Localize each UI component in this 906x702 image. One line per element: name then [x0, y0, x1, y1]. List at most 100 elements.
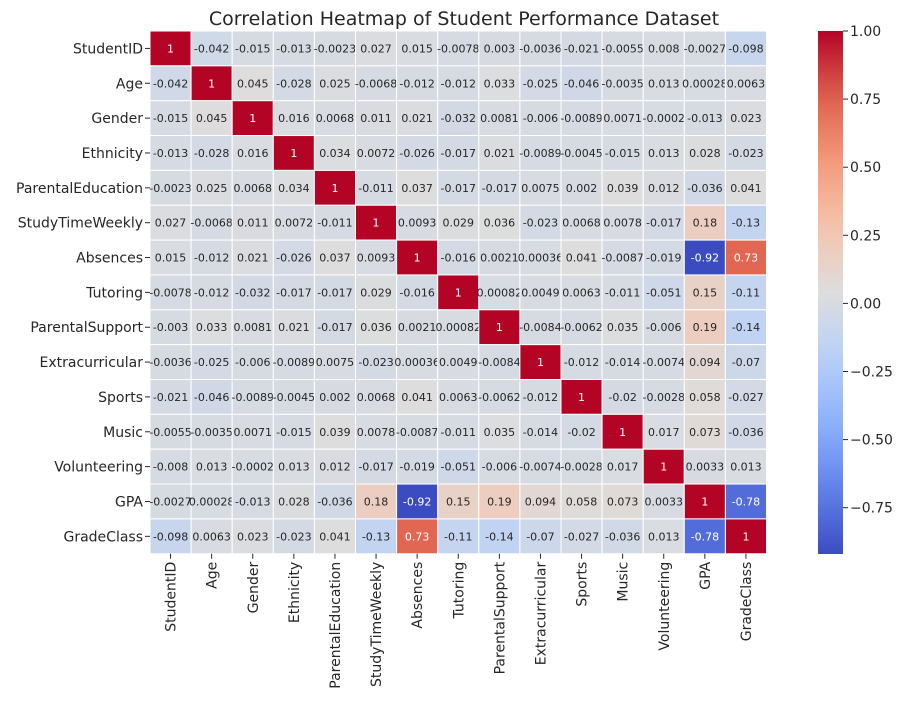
heatmap-cell: [437, 239, 480, 276]
heatmap-cell: [396, 483, 439, 520]
cell-value-label: 0.0068: [234, 182, 273, 195]
heatmap-cell: [313, 65, 356, 102]
heatmap-cell: [190, 135, 233, 171]
cell-value-label: 0.73: [734, 252, 759, 265]
heatmap-cell: [683, 448, 726, 485]
cell-value-label: 0.021: [278, 321, 310, 334]
cell-value-label: 0.045: [237, 77, 269, 90]
cell-value-label: 0.0021: [398, 321, 437, 334]
cell-value-label: -0.023: [523, 217, 558, 230]
heatmap-cell: [683, 135, 726, 171]
cell-value-label: -0.042: [194, 42, 229, 55]
cell-value-label: 0.037: [319, 252, 351, 265]
column-label: Ethnicity: [287, 562, 303, 623]
cell-value-label: -0.008: [153, 461, 188, 474]
heatmap-cell: [724, 100, 768, 137]
heatmap-cell: [272, 169, 315, 206]
cell-value-label: 0.0049: [439, 356, 478, 369]
cell-value-label: -0.0078: [437, 42, 479, 55]
heatmap-cell: [396, 518, 439, 555]
heatmap-cell: [601, 169, 644, 206]
cell-value-label: 1: [414, 252, 421, 265]
cell-value-label: -0.027: [564, 530, 599, 543]
cell-value-label: -0.021: [564, 42, 599, 55]
cell-value-label: -0.012: [399, 77, 434, 90]
cell-value-label: 0.039: [607, 182, 639, 195]
heatmap-cell: [601, 65, 644, 102]
row-label: Music: [103, 425, 143, 441]
column-label: Extracurricular: [533, 562, 549, 666]
cell-value-label: 0.021: [484, 147, 516, 160]
cell-value-label: 0.19: [487, 495, 512, 508]
cell-value-label: -0.013: [687, 112, 722, 125]
cell-value-label: 1: [660, 461, 667, 474]
cell-value-label: -0.0089: [232, 391, 274, 404]
cell-value-label: 0.028: [689, 147, 721, 160]
cell-value-label: 1: [742, 530, 749, 543]
heatmap-cell: [231, 204, 274, 241]
heatmap-cell: [355, 169, 398, 206]
row-label: Volunteering: [54, 460, 143, 476]
heatmap-cell: [396, 309, 439, 346]
column-label: StudentID: [164, 562, 180, 632]
heatmap-cell: [437, 413, 480, 450]
heatmap-cell: [437, 518, 480, 555]
cell-value-label: -0.0074: [519, 461, 561, 474]
cell-value-label: 0.0049: [521, 286, 560, 299]
column-label: Sports: [575, 562, 591, 607]
cell-value-label: -0.0002: [232, 461, 274, 474]
heatmap-cell: [437, 344, 480, 380]
heatmap-cell: [355, 309, 398, 346]
cell-value-label: 0.021: [237, 252, 269, 265]
heatmap-cell: [355, 135, 398, 171]
cell-value-label: -0.017: [482, 182, 517, 195]
heatmap-cell: [519, 30, 562, 67]
heatmap-cell: [683, 239, 726, 276]
cell-value-label: -0.78: [732, 495, 760, 508]
heatmap-cell: [190, 518, 233, 555]
heatmap-cell: [272, 65, 315, 102]
cell-value-label: 0.029: [360, 286, 392, 299]
row-label: GPA: [115, 494, 143, 510]
heatmap-cell: [642, 239, 685, 276]
cell-value-label: 0.013: [278, 461, 310, 474]
cell-value-label: 0.036: [484, 217, 516, 230]
cell-value-label: -0.0028: [560, 461, 602, 474]
cell-value-label: 1: [167, 42, 174, 55]
heatmap-cell: [272, 135, 315, 171]
heatmap-cell: [190, 448, 233, 485]
heatmap-cell: [724, 239, 768, 276]
heatmap-cell: [683, 344, 726, 380]
heatmap-cell: [724, 413, 768, 450]
cell-value-label: -0.016: [399, 286, 434, 299]
cell-value-label: -0.017: [441, 182, 476, 195]
row-label: GradeClass: [63, 529, 143, 545]
heatmap-cell: [683, 274, 726, 311]
heatmap-cell: [642, 169, 685, 206]
heatmap-cell: [642, 344, 685, 380]
heatmap-cell: [478, 169, 521, 206]
cell-value-label: 0.041: [319, 530, 351, 543]
cell-value-label: 0.094: [689, 356, 721, 369]
row-label: Age: [116, 76, 143, 92]
cell-value-label: -0.023: [728, 147, 763, 160]
cell-value-label: 0.19: [693, 321, 718, 334]
heatmap-cell: [560, 135, 603, 171]
heatmap-cell: [724, 65, 768, 102]
cell-value-label: -0.0089: [519, 147, 561, 160]
cell-value-label: 0.003: [484, 42, 516, 55]
cell-value-label: 0.017: [648, 426, 680, 439]
heatmap-cell: [519, 379, 562, 415]
cell-value-label: 0.0063: [562, 286, 601, 299]
heatmap-cell: [149, 204, 192, 241]
heatmap-cell: [478, 518, 521, 555]
cell-value-label: 0.0093: [357, 252, 396, 265]
heatmap-cell: [149, 518, 192, 555]
heatmap-cell: [724, 448, 768, 485]
heatmap-cell: [683, 65, 726, 102]
heatmap-cell: [519, 344, 562, 380]
heatmap-cell: [683, 169, 726, 206]
heatmap-cell: [190, 309, 233, 346]
cell-value-label: -0.036: [687, 182, 722, 195]
cell-value-label: 0.036: [360, 321, 392, 334]
